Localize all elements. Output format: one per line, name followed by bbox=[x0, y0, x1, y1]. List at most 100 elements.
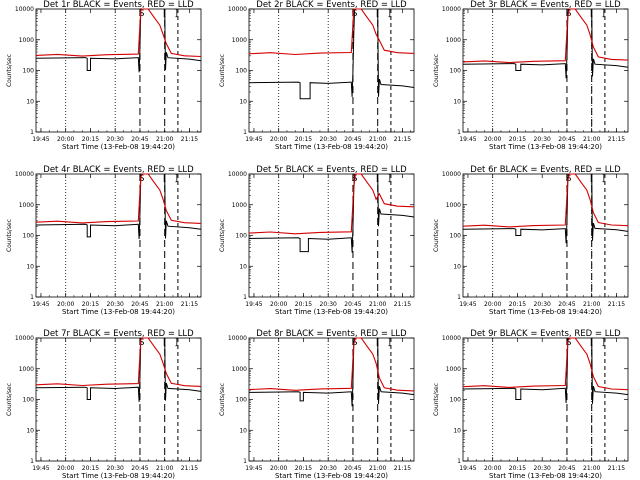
y-tick-label: 10 bbox=[239, 263, 247, 270]
y-tick-label: 100 bbox=[236, 397, 248, 404]
x-tick-label: 20:45 bbox=[131, 465, 148, 472]
x-axis-label: Start Time (13-Feb-08 19:44:20) bbox=[489, 472, 602, 480]
y-tick-label: 1000 bbox=[232, 37, 247, 44]
events-series-line bbox=[164, 173, 202, 239]
x-tick-label: 20:15 bbox=[509, 465, 526, 472]
y-tick-label: 100 bbox=[236, 233, 248, 240]
y-tick-label: 10 bbox=[239, 427, 247, 434]
panel-title: Det 6r BLACK = Events, RED = LLD bbox=[470, 165, 621, 175]
x-tick-label: 20:15 bbox=[82, 465, 99, 472]
x-tick-label: 19:45 bbox=[459, 301, 476, 308]
events-series-line bbox=[462, 337, 570, 404]
x-tick-label: 20:15 bbox=[82, 136, 99, 143]
panel-title: Det 8r BLACK = Events, RED = LLD bbox=[256, 329, 407, 339]
x-tick-label: 19:45 bbox=[32, 301, 49, 308]
y-axis-label: Counts/sec bbox=[6, 383, 13, 416]
events-series-line bbox=[248, 8, 356, 100]
x-tick-label: 19:45 bbox=[245, 301, 262, 308]
y-tick-label: 10000 bbox=[228, 171, 247, 178]
x-axis-label: Start Time (13-Feb-08 19:44:20) bbox=[489, 308, 602, 316]
y-tick-label: 10000 bbox=[228, 335, 247, 342]
x-tick-label: 21:00 bbox=[369, 465, 386, 472]
x-tick-label: 21:15 bbox=[181, 301, 198, 308]
y-tick-label: 1 bbox=[457, 458, 461, 465]
plot-frame bbox=[35, 337, 202, 462]
x-tick-label: 20:00 bbox=[270, 301, 287, 308]
y-tick-label: 10000 bbox=[442, 171, 461, 178]
event-marker: ] bbox=[174, 338, 178, 348]
events-series-line bbox=[377, 8, 415, 97]
detector-panel: Det 7r BLACK = Events, RED = LLD 1 10 100 10… bbox=[6, 329, 202, 480]
panel-title: Det 2r BLACK = Events, RED = LLD bbox=[256, 0, 407, 10]
y-tick-label: 10 bbox=[239, 98, 247, 105]
x-tick-label: 20:45 bbox=[558, 465, 575, 472]
y-tick-label: 1000 bbox=[232, 202, 247, 209]
x-tick-label: 21:00 bbox=[156, 136, 173, 143]
x-axis-label: Start Time (13-Feb-08 19:44:20) bbox=[62, 308, 175, 316]
events-series-line bbox=[35, 8, 142, 73]
panel-title: Det 9r BLACK = Events, RED = LLD bbox=[470, 329, 621, 339]
y-axis-label: Counts/sec bbox=[433, 219, 440, 252]
events-series-line bbox=[248, 173, 356, 253]
panel-title: Det 7r BLACK = Events, RED = LLD bbox=[43, 329, 194, 339]
x-tick-label: 21:00 bbox=[369, 301, 386, 308]
plot-frame bbox=[462, 173, 629, 298]
event-marker: S bbox=[139, 9, 145, 19]
plot-frame bbox=[462, 8, 629, 133]
x-tick-label: 20:45 bbox=[344, 465, 361, 472]
panel-title: Det 3r BLACK = Events, RED = LLD bbox=[470, 0, 621, 10]
x-tick-label: 21:15 bbox=[608, 465, 625, 472]
lld-series-line bbox=[35, 8, 202, 58]
x-tick-label: 21:15 bbox=[394, 301, 411, 308]
detector-panel: Det 2r BLACK = Events, RED = LLD 1 10 100 10… bbox=[219, 0, 415, 151]
y-tick-label: 10 bbox=[26, 98, 34, 105]
detector-panel: Det 5r BLACK = Events, RED = LLD 1 10 100 10… bbox=[219, 165, 415, 316]
x-tick-label: 20:00 bbox=[57, 465, 74, 472]
lld-series-line bbox=[462, 8, 629, 64]
x-tick-label: 20:00 bbox=[57, 301, 74, 308]
event-marker: ] bbox=[601, 174, 605, 184]
event-marker: ] bbox=[387, 338, 391, 348]
event-marker: S bbox=[352, 338, 358, 348]
x-axis-label: Start Time (13-Feb-08 19:44:20) bbox=[62, 472, 175, 480]
x-tick-label: 20:30 bbox=[107, 465, 124, 472]
y-tick-label: 1 bbox=[243, 458, 247, 465]
event-marker: S bbox=[139, 174, 145, 184]
y-tick-label: 10000 bbox=[15, 171, 34, 178]
y-tick-label: 1000 bbox=[446, 366, 461, 373]
x-tick-label: 20:30 bbox=[107, 301, 124, 308]
y-tick-label: 10000 bbox=[442, 335, 461, 342]
y-axis-label: Counts/sec bbox=[219, 219, 226, 252]
detector-panel: Det 4r BLACK = Events, RED = LLD 1 10 100 10… bbox=[6, 165, 202, 316]
events-series-line bbox=[248, 337, 356, 407]
lld-series-line bbox=[248, 173, 415, 235]
x-tick-label: 21:00 bbox=[156, 465, 173, 472]
detector-panel: Det 6r BLACK = Events, RED = LLD 1 10 100 10… bbox=[433, 165, 629, 316]
x-tick-label: 19:45 bbox=[245, 136, 262, 143]
x-tick-label: 21:15 bbox=[608, 136, 625, 143]
x-tick-label: 20:00 bbox=[270, 136, 287, 143]
panel-title: Det 4r BLACK = Events, RED = LLD bbox=[43, 165, 194, 175]
y-tick-label: 1000 bbox=[446, 202, 461, 209]
y-tick-label: 10 bbox=[26, 263, 34, 270]
x-tick-label: 20:15 bbox=[82, 301, 99, 308]
y-tick-label: 100 bbox=[450, 397, 462, 404]
y-tick-label: 1 bbox=[30, 458, 34, 465]
detector-panel: Det 8r BLACK = Events, RED = LLD 1 10 100 10… bbox=[219, 329, 415, 480]
events-series-line bbox=[35, 337, 142, 402]
x-tick-label: 21:15 bbox=[181, 465, 198, 472]
y-tick-label: 1000 bbox=[232, 366, 247, 373]
x-tick-label: 21:00 bbox=[583, 136, 600, 143]
x-tick-label: 20:15 bbox=[295, 301, 312, 308]
x-tick-label: 20:45 bbox=[131, 136, 148, 143]
x-tick-label: 20:30 bbox=[320, 465, 337, 472]
x-tick-label: 21:00 bbox=[156, 301, 173, 308]
x-tick-label: 21:00 bbox=[583, 301, 600, 308]
panel-title: Det 5r BLACK = Events, RED = LLD bbox=[256, 165, 407, 175]
x-tick-label: 20:30 bbox=[534, 301, 551, 308]
y-tick-label: 100 bbox=[236, 68, 248, 75]
y-tick-label: 1000 bbox=[19, 37, 34, 44]
x-tick-label: 20:45 bbox=[558, 301, 575, 308]
y-tick-label: 100 bbox=[23, 233, 35, 240]
event-marker: ] bbox=[601, 9, 605, 19]
